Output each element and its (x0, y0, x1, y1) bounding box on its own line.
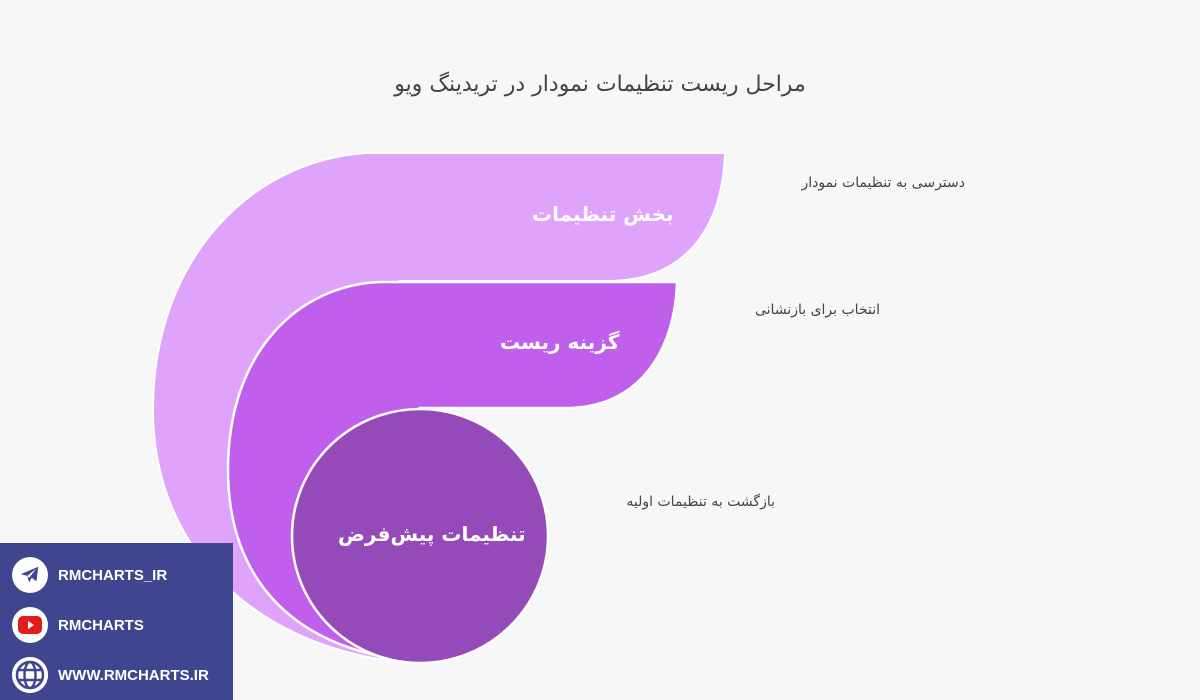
telegram-icon (12, 557, 48, 593)
youtube-icon (12, 607, 48, 643)
social-youtube[interactable]: RMCHARTS (12, 607, 144, 643)
telegram-handle: RMCHARTS_IR (58, 566, 168, 584)
stage-2-description: انتخاب برای بازنشانی (754, 302, 880, 318)
social-links-panel: RMCHARTS_IR RMCHARTS WWW.RMCHARTS.IR (0, 543, 233, 700)
stage-3-shape (290, 407, 550, 665)
social-website[interactable]: WWW.RMCHARTS.IR (12, 657, 209, 693)
stage-3-label: تنظیمات پیش‌فرض (338, 522, 526, 546)
stage-2-label: گزینه ریست (500, 330, 620, 354)
social-telegram[interactable]: RMCHARTS_IR (12, 557, 167, 593)
website-url: WWW.RMCHARTS.IR (58, 666, 209, 684)
globe-icon (12, 657, 48, 693)
youtube-channel: RMCHARTS (58, 616, 144, 634)
stage-1-label: بخش تنظیمات (532, 202, 674, 226)
stage-3-description: بازگشت به تنظیمات اولیه (626, 494, 775, 510)
page-title: مراحل ریست تنظیمات نمودار در تریدینگ ویو (394, 72, 806, 97)
stage-1-description: دسترسی به تنظیمات نمودار (801, 175, 965, 191)
